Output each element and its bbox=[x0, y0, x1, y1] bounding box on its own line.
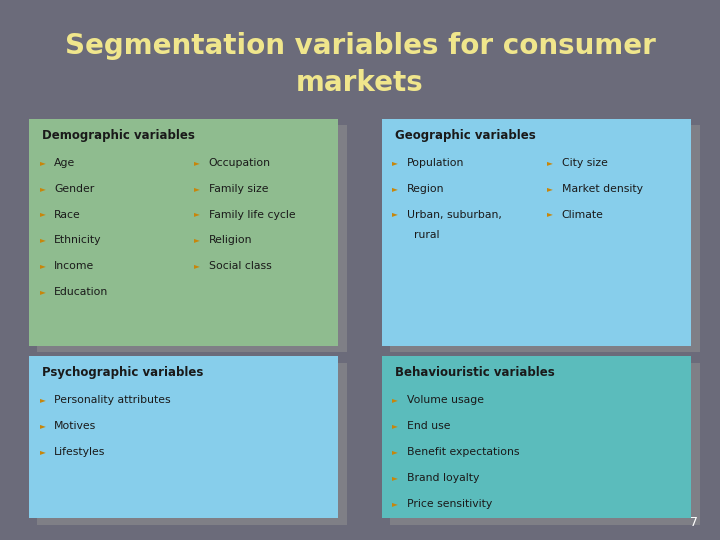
Text: ►: ► bbox=[547, 210, 553, 219]
FancyBboxPatch shape bbox=[390, 125, 700, 352]
Text: ►: ► bbox=[40, 395, 45, 404]
Text: Market density: Market density bbox=[562, 184, 643, 194]
Text: Ethnicity: Ethnicity bbox=[54, 235, 102, 246]
Text: rural: rural bbox=[407, 230, 439, 240]
Text: ►: ► bbox=[392, 421, 398, 430]
Text: End use: End use bbox=[407, 421, 450, 431]
Text: Personality attributes: Personality attributes bbox=[54, 395, 171, 406]
Text: Lifestyles: Lifestyles bbox=[54, 447, 105, 457]
Text: Price sensitivity: Price sensitivity bbox=[407, 499, 492, 509]
FancyBboxPatch shape bbox=[29, 119, 338, 346]
Text: Education: Education bbox=[54, 287, 108, 298]
FancyBboxPatch shape bbox=[37, 125, 347, 352]
Text: ►: ► bbox=[194, 235, 200, 245]
Text: 7: 7 bbox=[690, 516, 698, 529]
Text: ►: ► bbox=[194, 158, 200, 167]
Text: Segmentation variables for consumer
markets: Segmentation variables for consumer mark… bbox=[65, 32, 655, 97]
Text: ►: ► bbox=[547, 158, 553, 167]
Text: Psychographic variables: Psychographic variables bbox=[42, 366, 203, 379]
Text: Motives: Motives bbox=[54, 421, 96, 431]
Text: ►: ► bbox=[392, 184, 398, 193]
Text: ►: ► bbox=[392, 158, 398, 167]
Text: ►: ► bbox=[392, 473, 398, 482]
Text: Occupation: Occupation bbox=[209, 158, 271, 168]
Text: Family size: Family size bbox=[209, 184, 269, 194]
Text: Volume usage: Volume usage bbox=[407, 395, 484, 406]
FancyBboxPatch shape bbox=[390, 363, 700, 525]
Text: ►: ► bbox=[40, 261, 45, 271]
Text: Religion: Religion bbox=[209, 235, 252, 246]
FancyBboxPatch shape bbox=[37, 363, 347, 525]
Text: ►: ► bbox=[392, 499, 398, 508]
Text: ►: ► bbox=[40, 447, 45, 456]
Text: ►: ► bbox=[40, 235, 45, 245]
Text: Demographic variables: Demographic variables bbox=[42, 129, 194, 141]
Text: Race: Race bbox=[54, 210, 81, 220]
FancyBboxPatch shape bbox=[382, 119, 691, 346]
Text: Brand loyalty: Brand loyalty bbox=[407, 473, 480, 483]
FancyBboxPatch shape bbox=[382, 356, 691, 518]
Text: ►: ► bbox=[194, 261, 200, 271]
Text: ►: ► bbox=[547, 184, 553, 193]
Text: Climate: Climate bbox=[562, 210, 603, 220]
Text: ►: ► bbox=[194, 210, 200, 219]
Text: Population: Population bbox=[407, 158, 464, 168]
Text: ►: ► bbox=[392, 447, 398, 456]
Text: Social class: Social class bbox=[209, 261, 271, 272]
FancyBboxPatch shape bbox=[29, 356, 338, 518]
Text: Benefit expectations: Benefit expectations bbox=[407, 447, 519, 457]
Text: ►: ► bbox=[392, 395, 398, 404]
Text: Urban, suburban,: Urban, suburban, bbox=[407, 210, 502, 220]
Text: ►: ► bbox=[40, 421, 45, 430]
Text: ►: ► bbox=[40, 184, 45, 193]
Text: ►: ► bbox=[40, 287, 45, 296]
Text: ►: ► bbox=[40, 158, 45, 167]
Text: Geographic variables: Geographic variables bbox=[395, 129, 535, 141]
Text: ►: ► bbox=[194, 184, 200, 193]
Text: Region: Region bbox=[407, 184, 444, 194]
Text: Age: Age bbox=[54, 158, 76, 168]
Text: Behaviouristic variables: Behaviouristic variables bbox=[395, 366, 554, 379]
Text: Family life cycle: Family life cycle bbox=[209, 210, 295, 220]
Text: Income: Income bbox=[54, 261, 94, 272]
Text: Gender: Gender bbox=[54, 184, 94, 194]
Text: City size: City size bbox=[562, 158, 608, 168]
Text: ►: ► bbox=[392, 210, 398, 219]
Text: ►: ► bbox=[40, 210, 45, 219]
